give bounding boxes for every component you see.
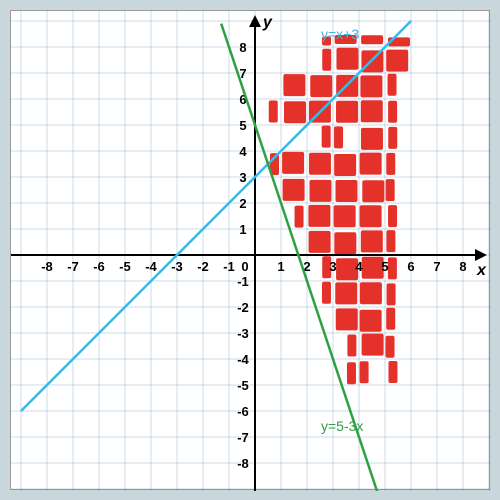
x-axis-label: x [476, 262, 487, 279]
origin-label: 0 [241, 259, 248, 274]
y-tick-label: -1 [237, 274, 249, 289]
y-tick-label: -6 [237, 404, 249, 419]
y-tick-label: 3 [239, 170, 246, 185]
grid [11, 11, 491, 491]
y-tick-label: -4 [237, 352, 249, 367]
x-tick-label: -6 [93, 259, 105, 274]
x-tick-label: -1 [223, 259, 235, 274]
y-tick-label: 8 [239, 40, 246, 55]
x-tick-label: 6 [407, 259, 414, 274]
x-tick-label: -4 [145, 259, 157, 274]
x-tick-label: -3 [171, 259, 183, 274]
y-tick-label: -3 [237, 326, 249, 341]
x-tick-label: 7 [433, 259, 440, 274]
y-axis-label: y [262, 14, 273, 31]
shaded-region [269, 35, 410, 384]
y-tick-label: 2 [239, 196, 246, 211]
line2-label: y=5-3x [321, 418, 363, 434]
x-tick-label: 4 [355, 259, 363, 274]
y-tick-label: 5 [239, 118, 246, 133]
x-tick-label: -2 [197, 259, 209, 274]
y-tick-label: -2 [237, 300, 249, 315]
x-tick-label: -7 [67, 259, 79, 274]
x-tick-label: -5 [119, 259, 131, 274]
chart-container: -8 -7 -6 -5 -4 -3 -2 -1 1 2 3 4 5 6 7 8 -8 -7 -6 -5 -4 -3 -2 -1… [10, 10, 490, 490]
axes [11, 15, 487, 491]
line1-label: y=x+3 [321, 26, 359, 42]
x-tick-label: 1 [277, 259, 284, 274]
y-tick-label: -8 [237, 456, 249, 471]
x-tick-label: 8 [459, 259, 466, 274]
y-tick-label: 4 [239, 144, 247, 159]
y-tick-label: -7 [237, 430, 249, 445]
x-tick-label: 3 [329, 259, 336, 274]
x-tick-label: -8 [41, 259, 53, 274]
coordinate-plane: -8 -7 -6 -5 -4 -3 -2 -1 1 2 3 4 5 6 7 8 -8 -7 -6 -5 -4 -3 -2 -1… [11, 11, 491, 491]
x-tick-label: 5 [381, 259, 388, 274]
y-tick-label: 1 [239, 222, 246, 237]
y-tick-label: -5 [237, 378, 249, 393]
